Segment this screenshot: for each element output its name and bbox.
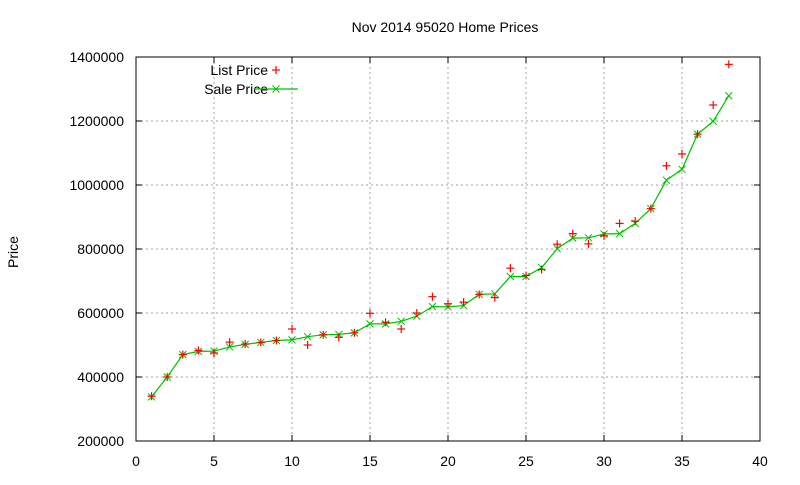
x-tick-label: 5 [210,453,218,469]
x-tick-label: 10 [284,453,300,469]
y-tick-label: 800000 [77,241,124,257]
series-list-price [147,60,733,401]
legend-plus-marker-icon [272,66,280,74]
x-tick-label: 15 [362,453,378,469]
y-tick-label: 1200000 [69,113,124,129]
chart-title: Nov 2014 95020 Home Prices [352,19,539,35]
y-tick-label: 1400000 [69,49,124,65]
y-tick-label: 1000000 [69,177,124,193]
legend: List Price Sale Price [204,62,298,97]
plot-series [147,60,733,401]
y-tick-label: 600000 [77,305,124,321]
y-axis-label: Price [5,236,21,268]
x-axis-ticks: 0 5 10 15 20 25 30 35 40 [132,57,768,469]
x-tick-label: 0 [132,453,140,469]
plot-frame [135,56,761,442]
y-axis-ticks: 200000 400000 600000 800000 1000000 1200000 14… [69,49,760,449]
legend-label-sale-price: Sale Price [204,81,268,97]
x-tick-label: 35 [674,453,690,469]
x-tick-label: 25 [518,453,534,469]
legend-x-line-marker-icon [254,85,298,93]
y-tick-label: 200000 [77,433,124,449]
series-sale-price [147,91,733,401]
sale-price-line [151,95,730,398]
x-tick-label: 20 [440,453,456,469]
legend-label-list-price: List Price [210,62,268,78]
gridlines [136,57,760,441]
x-tick-label: 40 [752,453,768,469]
y-tick-label: 400000 [77,369,124,385]
x-tick-label: 30 [596,453,612,469]
